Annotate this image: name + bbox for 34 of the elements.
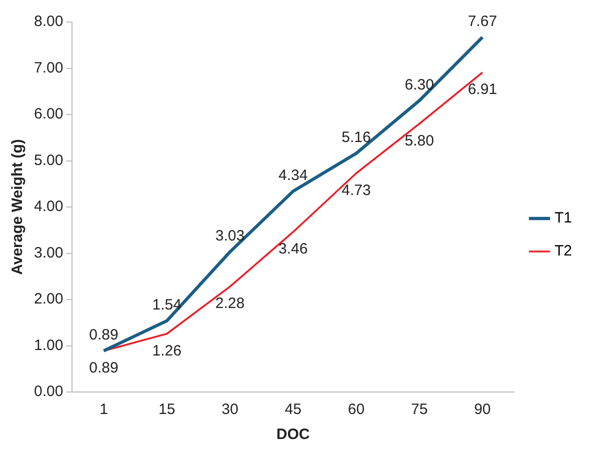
y-tick-label: 5.00 <box>34 152 64 169</box>
y-axis-title: Average Weight (g) <box>9 139 26 275</box>
data-label: 0.89 <box>89 326 118 344</box>
x-tick-label: 60 <box>348 401 365 418</box>
data-label: 6.91 <box>468 81 498 98</box>
y-tick-label: 4.00 <box>34 198 64 216</box>
x-tick-label: 90 <box>474 401 491 418</box>
x-tick-label: 45 <box>284 401 302 418</box>
data-label: 6.30 <box>404 76 434 94</box>
y-tick-label: 1.00 <box>34 336 64 354</box>
x-tick-label: 15 <box>158 401 176 418</box>
data-label: 2.28 <box>215 295 245 312</box>
y-tick-label: 2.00 <box>34 290 64 308</box>
data-label: 3.46 <box>278 240 308 258</box>
y-tick-label: 6.00 <box>34 106 64 123</box>
legend-label: T2 <box>554 242 572 260</box>
x-tick-label: 30 <box>222 401 238 418</box>
data-label: 1.54 <box>152 296 182 314</box>
legend-label: T1 <box>554 210 572 227</box>
data-label: 1.26 <box>152 342 182 360</box>
y-tick-label: 8.00 <box>34 13 64 30</box>
data-label: 5.80 <box>404 132 434 150</box>
data-label: 3.03 <box>215 228 245 245</box>
x-axis-title: DOC <box>276 426 310 444</box>
data-label: 4.34 <box>278 166 308 184</box>
data-label: 0.89 <box>89 359 118 376</box>
data-label: 7.67 <box>468 12 498 30</box>
x-tick-label: 1 <box>100 401 108 418</box>
y-tick-label: 3.00 <box>34 244 64 262</box>
data-label: 4.73 <box>342 182 371 199</box>
y-tick-label: 0.00 <box>34 383 64 400</box>
x-tick-label: 75 <box>410 401 428 418</box>
y-tick-label: 7.00 <box>34 59 64 76</box>
data-label: 5.16 <box>342 128 371 146</box>
